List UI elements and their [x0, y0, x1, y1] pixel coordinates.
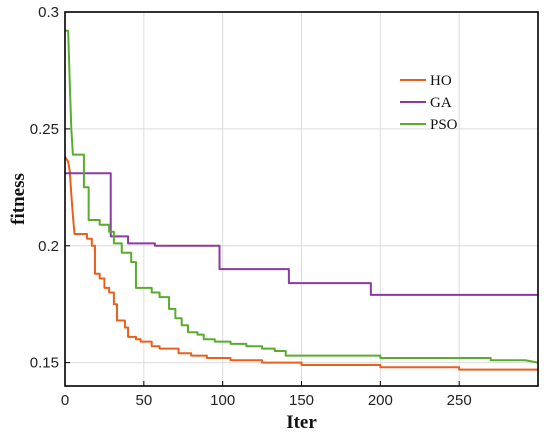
legend-label-ga: GA: [430, 95, 452, 111]
x-tick-label: 200: [368, 392, 393, 409]
x-tick-label: 0: [61, 392, 69, 409]
x-tick-label: 150: [289, 392, 314, 409]
series-line-pso: [65, 29, 539, 364]
y-tick-label: 0.15: [30, 355, 59, 372]
x-tick-label: 100: [210, 392, 235, 409]
legend: HO GA PSO: [400, 73, 458, 133]
series-lines: [64, 29, 539, 371]
legend-label-pso: PSO: [430, 117, 458, 133]
y-tick-label: 0.2: [38, 238, 59, 255]
x-axis-label: Iter: [286, 412, 317, 433]
legend-label-ho: HO: [430, 73, 452, 89]
y-tick-label: 0.25: [30, 121, 59, 138]
y-tick-label: 0.3: [38, 4, 59, 21]
y-axis-label: fitness: [8, 173, 29, 225]
series-line-ho: [64, 156, 538, 371]
x-tick-label: 50: [135, 392, 152, 409]
axis-ticks: 0 50 100 150 200 250 0.15 0.2 0.25 0.3: [30, 4, 472, 409]
grid-lines: [64, 11, 538, 386]
x-tick-label: 250: [447, 392, 472, 409]
